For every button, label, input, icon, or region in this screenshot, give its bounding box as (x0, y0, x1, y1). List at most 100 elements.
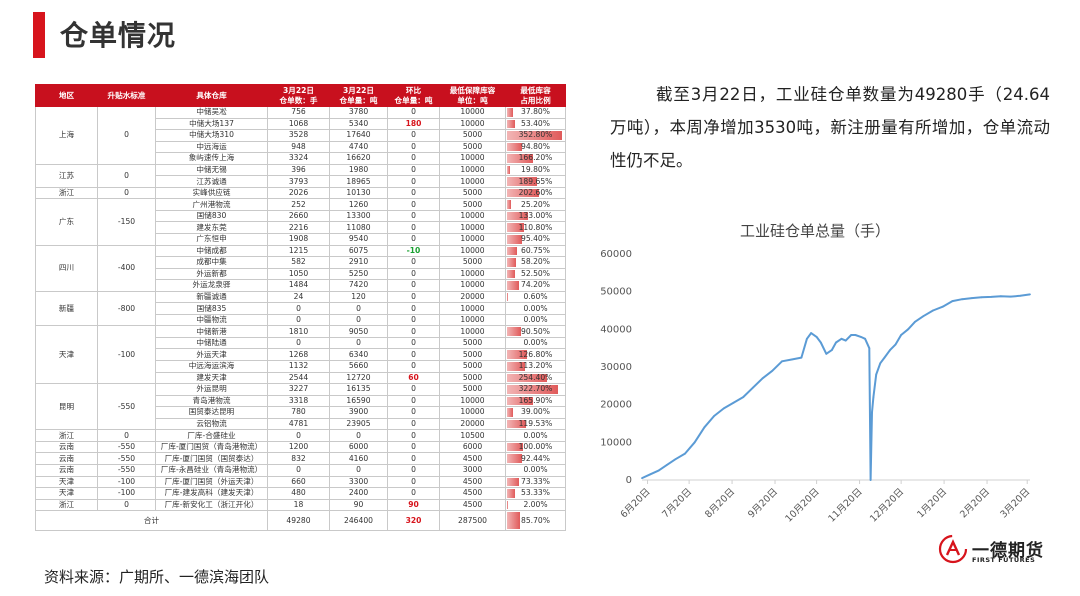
total-capacity: 287500 (439, 510, 506, 532)
capacity-cell: 10000 (439, 279, 506, 292)
warehouse-cell: 中储成都 (155, 244, 268, 258)
table-row: 天津 -100 厂库-厦门国贸（外运天津） 660 3300 0 4500 73.33% (35, 475, 566, 489)
lots-cell: 0 (267, 463, 330, 477)
occupancy-ratio-text: 0.60% (523, 292, 548, 302)
table-row: 云南 -550 厂库-厦门国贸（青岛港物流） 1200 6000 0 6000 100.00% (35, 440, 566, 454)
occupancy-ratio-cell: 37.80% (505, 106, 566, 119)
occupancy-databar (507, 442, 523, 452)
capacity-cell: 20000 (439, 417, 506, 431)
data-point (761, 377, 764, 380)
data-point (722, 407, 725, 410)
column-header: 最低库容 占用比例 (505, 84, 566, 107)
table-row: 浙江 0 实峰供应链 2026 10130 0 5000 202.60% (35, 186, 566, 200)
data-point (941, 305, 944, 308)
occupancy-ratio-text: 52.50% (521, 268, 550, 278)
region-cell: 天津 (35, 487, 98, 500)
region-cell: 浙江 (35, 186, 98, 200)
change-cell: 0 (387, 129, 440, 142)
table-row: 象屿速传上海 3324 16620 0 10000 166.20% (36, 152, 566, 165)
occupancy-ratio-text: 110.80% (518, 222, 553, 232)
warehouse-cell: 中储无锡 (155, 163, 268, 177)
warehouse-cell: 实峰供应链 (155, 186, 268, 200)
data-point (713, 415, 715, 417)
x-tick-label: 11月20日 (826, 486, 864, 524)
data-point (970, 297, 973, 299)
lots-cell: 480 (267, 487, 330, 500)
premium-cell: -550 (97, 383, 156, 431)
table-row: 浙江 0 厂库-新安化工（浙江开化） 18 90 90 4500 2.00% (35, 498, 566, 512)
capacity-cell: 5000 (439, 348, 506, 362)
series-line (641, 293, 1031, 481)
warehouse-cell: 外运龙泉驿 (155, 279, 268, 292)
data-point (830, 349, 833, 351)
capacity-cell: 5000 (439, 371, 506, 385)
lots-cell: 3227 (267, 383, 330, 396)
occupancy-ratio-text: 58.20% (521, 257, 550, 267)
title-accent-bar (33, 12, 45, 58)
occupancy-databar (507, 154, 534, 163)
premium-cell: 0 (97, 498, 156, 512)
lots-cell: 2216 (267, 221, 330, 234)
data-point (907, 328, 909, 331)
capacity-cell: 10000 (439, 117, 506, 131)
warehouse-cell: 厂库-永昌硅业（青岛港物流） (155, 463, 268, 477)
occupancy-ratio-cell: 166.20% (505, 152, 566, 165)
occupancy-ratio-cell: 113.20% (505, 360, 566, 373)
occupancy-ratio-text: 133.00% (518, 211, 553, 221)
lots-cell: 0 (267, 336, 330, 350)
lots-cell: 660 (267, 475, 330, 489)
data-point (894, 343, 897, 346)
occupancy-ratio-text: 165.90% (518, 395, 553, 405)
change-cell: 0 (387, 348, 440, 362)
change-cell: 0 (387, 256, 440, 269)
capacity-cell: 10000 (439, 175, 506, 188)
change-cell: 60 (387, 371, 440, 385)
warehouse-cell: 云铝物流 (155, 417, 268, 431)
occupancy-databar (507, 200, 511, 209)
data-point (835, 341, 837, 344)
y-tick-label: 0 (626, 475, 632, 486)
occupancy-ratio-text: 92.44% (521, 453, 550, 463)
occupancy-databar (507, 188, 539, 198)
data-point (825, 352, 828, 355)
tons-cell: 12720 (329, 371, 388, 385)
premium-cell: -100 (97, 475, 156, 489)
tons-cell: 17640 (329, 129, 388, 142)
table-row: 云南 -550 厂库-厦门国贸（国贸泰达） 832 4160 0 4500 92.44% (35, 452, 566, 465)
data-point (864, 337, 866, 340)
occupancy-ratio-text: 0.00% (523, 303, 548, 313)
capacity-cell: 5000 (439, 186, 506, 200)
warehouse-cell: 青岛港物流 (155, 394, 268, 408)
change-cell: 0 (387, 383, 440, 396)
occupancy-ratio-text: 90.50% (521, 326, 550, 336)
change-cell: 0 (387, 429, 440, 442)
data-point (819, 341, 822, 344)
data-point (810, 332, 812, 334)
occupancy-ratio-text: 0.00% (523, 315, 548, 325)
y-tick-label: 40000 (600, 324, 632, 335)
x-tick-label: 12月20日 (868, 486, 906, 524)
lots-cell: 1050 (267, 267, 330, 281)
capacity-cell: 10000 (439, 163, 506, 177)
premium-cell: -550 (97, 463, 156, 477)
warehouse-cell: 中储陆通 (155, 336, 268, 350)
data-point (871, 411, 873, 414)
tons-cell: 16135 (329, 383, 388, 396)
warehouse-cell: 建发天津 (155, 371, 268, 385)
company-logo: 一德期货 FIRST FUTURES (938, 532, 1058, 572)
occupancy-databar (507, 489, 516, 498)
x-tick-label: 6月20日 (619, 486, 653, 520)
lots-cell: 18 (267, 498, 330, 512)
warehouse-cell: 广州港物流 (155, 198, 268, 211)
data-point (1019, 294, 1022, 297)
data-point (961, 298, 963, 301)
warehouse-cell: 外运昆明 (155, 383, 268, 396)
table-row: 中远海运 948 4740 0 5000 94.80% (36, 140, 566, 154)
occupancy-ratio-cell: 2.00% (505, 498, 566, 512)
capacity-cell: 5000 (439, 256, 506, 269)
occupancy-databar (507, 211, 528, 221)
capacity-cell: 10000 (439, 267, 506, 281)
capacity-cell: 5000 (439, 383, 506, 396)
data-point (872, 396, 875, 398)
